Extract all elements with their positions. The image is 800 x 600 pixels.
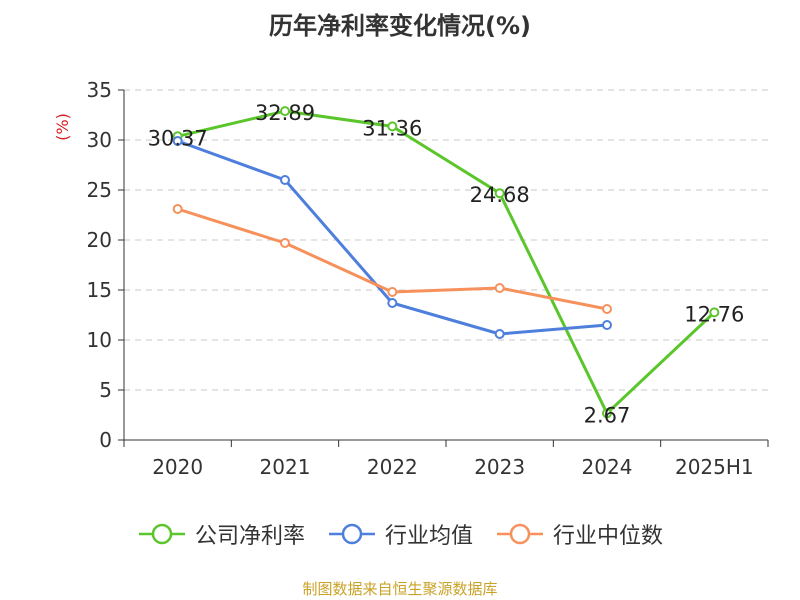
data-label: 12.76	[684, 302, 744, 326]
data-point	[172, 204, 183, 214]
data-point	[602, 408, 612, 419]
data-label: 2.67	[584, 403, 631, 427]
data-label: 24.68	[470, 183, 530, 207]
x-tick-label: 2022	[367, 455, 418, 479]
y-tick-label: 25	[87, 178, 112, 202]
y-tick-label: 30	[87, 128, 112, 152]
legend-swatch-icon	[138, 523, 185, 545]
x-tick-label: 2021	[260, 455, 311, 479]
legend-label: 行业中位数	[553, 524, 664, 549]
data-point	[494, 283, 505, 293]
data-point	[387, 298, 398, 308]
legend-label: 行业均值	[384, 524, 473, 549]
x-tick-label: 2023	[474, 455, 525, 479]
y-tick-label: 35	[87, 78, 112, 102]
chart-title: 历年净利率变化情况(%)	[269, 12, 531, 40]
data-label: 31.36	[362, 116, 422, 140]
data-point	[172, 136, 183, 146]
data-label: 32.89	[255, 101, 315, 125]
data-labels: 30.37 32.89 31.36 24.68 2.67 12.76	[148, 101, 745, 427]
data-point	[494, 188, 505, 199]
data-point	[709, 307, 720, 318]
legend-item[interactable]: 行业均值	[327, 518, 473, 550]
source-caption: 制图数据来自恒生聚源数据库	[302, 580, 498, 598]
series-line-0	[177, 109, 716, 415]
legend-label: 公司净利率	[194, 524, 305, 549]
data-point	[280, 106, 290, 117]
y-tick-label: 10	[87, 328, 112, 352]
x-tick-label: 2024	[582, 455, 633, 479]
data-point	[280, 175, 290, 185]
y-axis-label: (%)	[53, 113, 72, 141]
data-point	[602, 320, 612, 330]
y-tick-label: 15	[87, 278, 112, 302]
data-point	[602, 304, 612, 314]
legend-swatch-icon	[497, 523, 543, 545]
y-tick-label: 0	[99, 428, 112, 452]
series-lines	[172, 106, 720, 419]
data-point	[494, 329, 505, 339]
data-label: 30.37	[148, 126, 208, 150]
legend: 公司净利率 行业均值 行业中位数	[0, 518, 800, 550]
data-point	[387, 121, 398, 132]
grid-lines	[124, 89, 768, 391]
data-point	[387, 287, 398, 297]
y-tick-label: 5	[99, 378, 112, 402]
legend-swatch-icon	[328, 523, 375, 545]
y-tick-label: 20	[87, 228, 112, 252]
legend-item[interactable]: 行业中位数	[495, 518, 663, 550]
x-tick-label: 2025H1	[675, 455, 754, 479]
legend-item[interactable]: 公司净利率	[137, 518, 305, 550]
axes: 0 5 10 15 20 25 30 35 2020 2021 2022 2023 2024 2025H1…	[53, 78, 769, 479]
data-point	[280, 238, 290, 248]
x-tick-label: 2020	[152, 455, 203, 479]
